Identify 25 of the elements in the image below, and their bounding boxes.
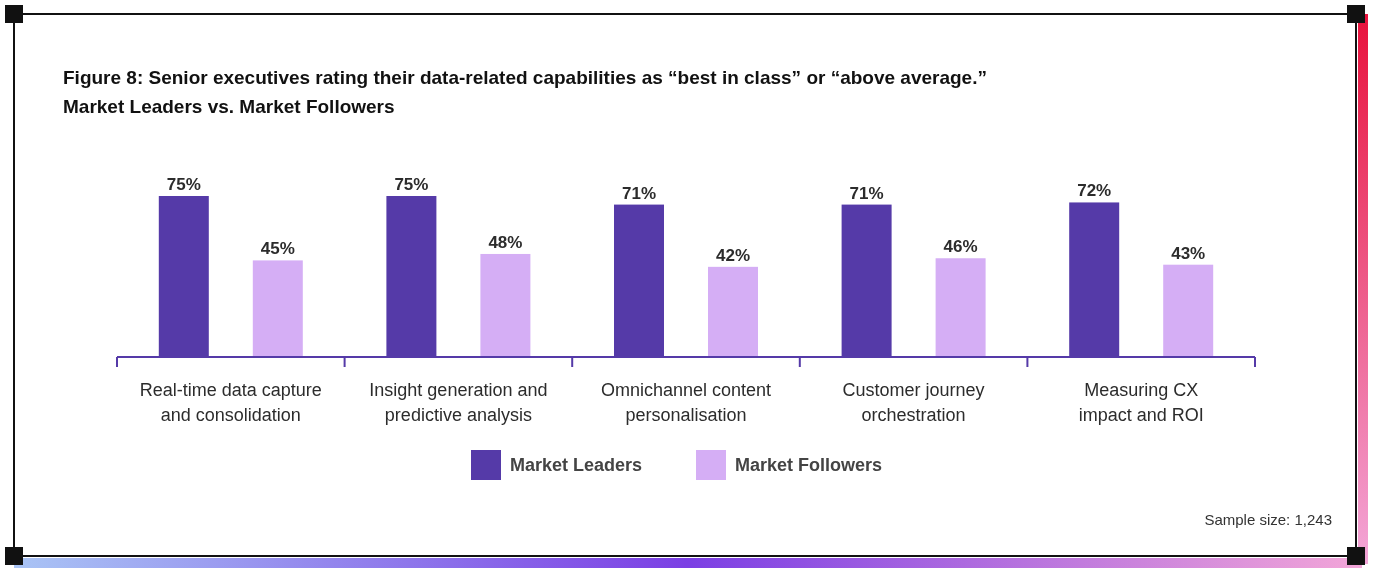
x-tick-label: Customer journey orchestration [842, 380, 985, 425]
bar [480, 253, 531, 357]
x-tick-label: Real-time data capture and consolidation [139, 380, 322, 425]
bar [708, 266, 758, 357]
x-tick-label: Omnichannel content personalisation [600, 380, 772, 425]
bar [252, 260, 303, 357]
data-label: 43% [1171, 243, 1206, 263]
legend-label: Market Followers [735, 455, 883, 475]
bar [935, 258, 986, 357]
x-tick-label: Insight generation and predictive analysis [369, 380, 548, 425]
data-label: 42% [715, 245, 751, 265]
data-label: 71% [849, 183, 884, 203]
data-label: 45% [260, 239, 295, 259]
data-label: 75% [166, 175, 201, 194]
chart-subtitle: Market Leaders vs. Market Followers [63, 96, 395, 117]
bar [1163, 264, 1214, 357]
data-label: 46% [943, 237, 978, 257]
data-label: 75% [394, 175, 429, 194]
x-tick-label: Measuring CX impact and ROI [1078, 380, 1204, 425]
data-label: 48% [488, 232, 523, 252]
data-label: 71% [621, 183, 657, 203]
text: Sample size: 1,243 [1204, 511, 1332, 528]
chart-title: Figure 8: Senior executives rating their data-related capabilities as “best in class” or “above average.” [63, 67, 987, 88]
data-label: 72% [1077, 181, 1112, 201]
legend-label: Market Leaders [510, 455, 643, 475]
